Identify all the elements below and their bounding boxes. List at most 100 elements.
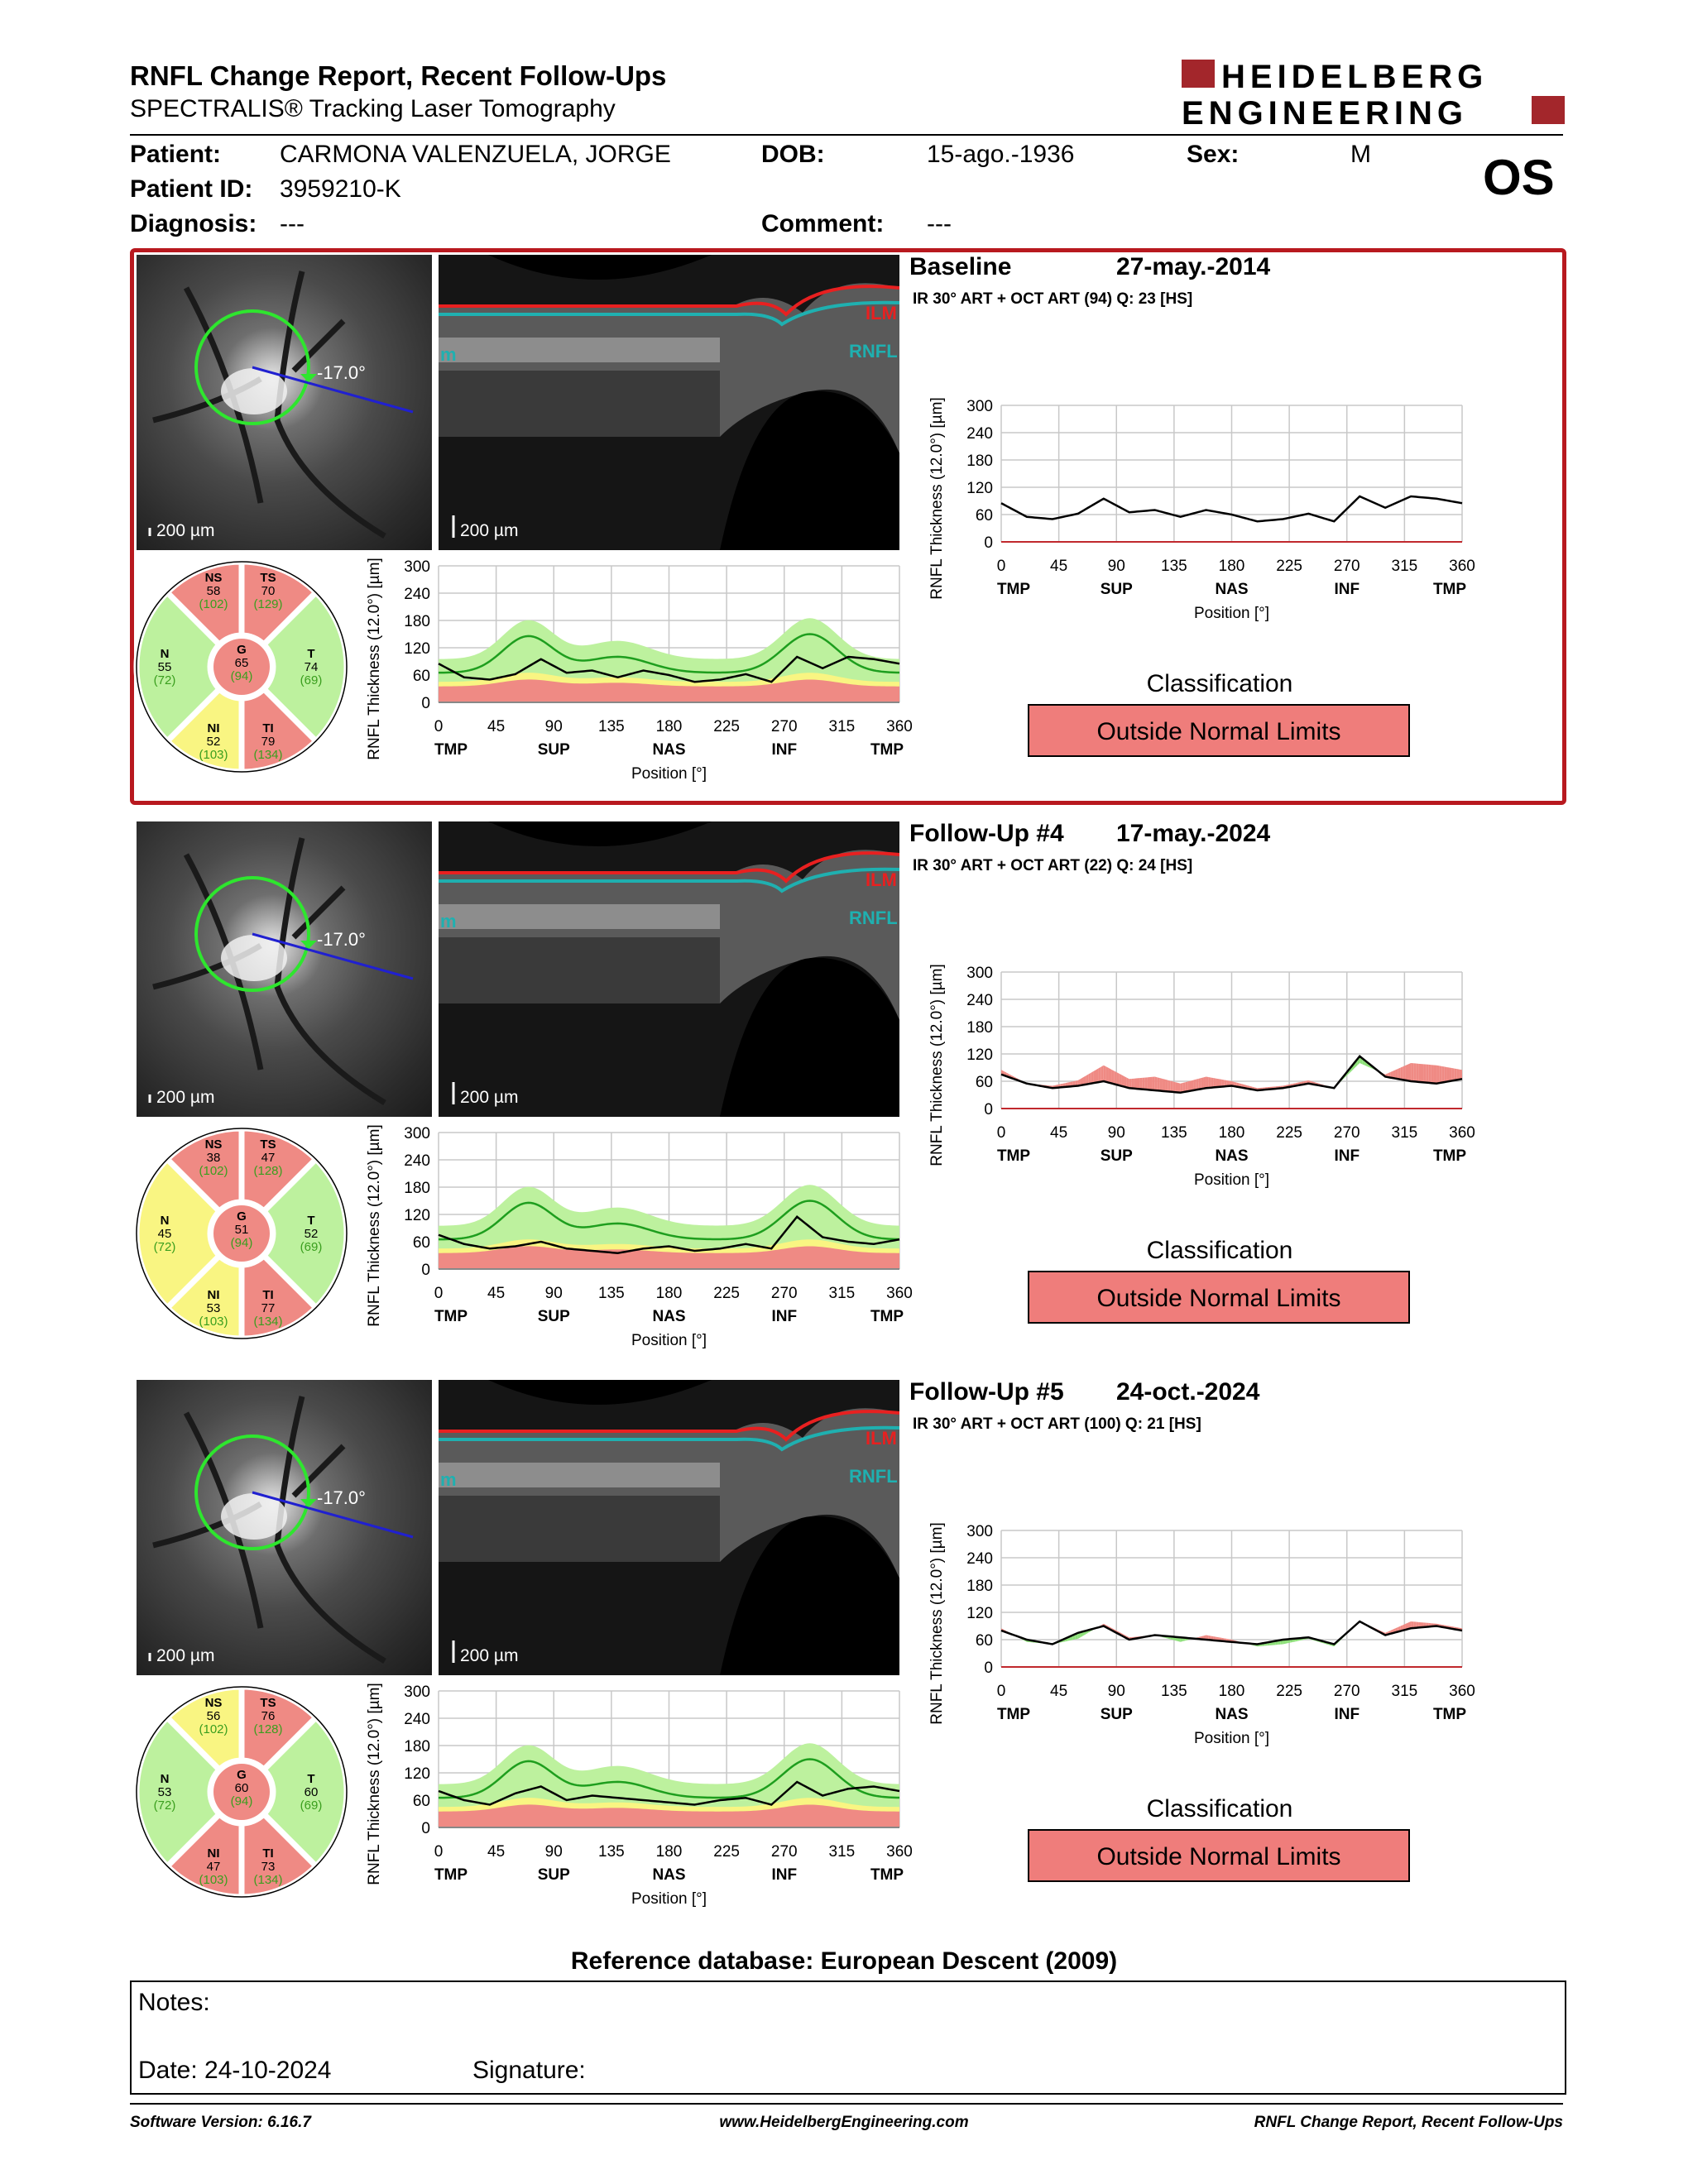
sector-label: NS: [205, 1138, 223, 1152]
x-tick-label: 0: [997, 1683, 1006, 1700]
scan-angle: -17.0°: [317, 929, 366, 950]
x-category-label: INF: [771, 741, 797, 759]
y-tick-label: 60: [413, 668, 430, 685]
x-tick-label: 180: [656, 1285, 683, 1302]
x-tick-label: 45: [487, 1285, 505, 1302]
y-tick-label: 300: [966, 398, 993, 415]
scale-bar-label: 200 µm: [156, 521, 214, 540]
sector-g: [213, 1764, 270, 1820]
x-tick-label: 45: [1050, 558, 1067, 575]
sector-label: T: [307, 1772, 314, 1786]
x-category-label: SUP: [538, 741, 570, 759]
patient-id: 3959210-K: [280, 175, 401, 203]
scan-date: 24-oct.-2024: [1116, 1378, 1260, 1406]
x-category-label: NAS: [1215, 1147, 1248, 1165]
y-tick-label: 180: [404, 613, 430, 630]
x-tick-label: 135: [598, 1285, 625, 1302]
patient-id-label: Patient ID:: [130, 175, 253, 203]
x-tick-label: 90: [1108, 558, 1125, 575]
sector-label: TI: [262, 1846, 273, 1861]
y-tick-label: 300: [404, 1684, 430, 1701]
x-category-label: SUP: [538, 1308, 570, 1325]
notes-label: Notes:: [138, 1989, 210, 2016]
y-tick-label: 240: [966, 992, 993, 1009]
x-tick-label: 315: [1392, 1124, 1418, 1142]
scan-title: Follow-Up #5: [909, 1378, 1064, 1406]
ilm-label: ILM: [866, 869, 897, 890]
website-link[interactable]: www.HeidelbergEngineering.com: [719, 2114, 969, 2131]
x-tick-label: 90: [1108, 1124, 1125, 1142]
x-tick-label: 180: [1219, 1124, 1245, 1142]
x-tick-label: 225: [1276, 1124, 1302, 1142]
x-category-label: TMP: [870, 741, 904, 759]
sector-normal-value: (129): [253, 597, 282, 611]
y-tick-label: 180: [966, 1578, 993, 1595]
x-tick-label: 135: [598, 718, 625, 735]
sector-normal-value: (94): [231, 1236, 253, 1250]
x-tick-label: 0: [997, 558, 1006, 575]
sector-label: NI: [208, 1846, 220, 1861]
rnfl-change-chart: 300 240 180 120 60 00 45 90 135 180 225 270 315 360 TM…: [928, 397, 1475, 622]
ilm-boundary: [439, 1410, 899, 1442]
sector-value: 76: [261, 1709, 276, 1723]
sector-normal-value: (72): [154, 673, 176, 687]
x-category-label: TMP: [870, 1308, 904, 1325]
scan-panel-baseline[interactable]: -17.0° 200 µm ILM RNFL m 200 µm TS 70 (129) T 74 (6…: [130, 248, 1566, 805]
scan-panel-followup-4[interactable]: -17.0° 200 µm ILM RNFL m 200 µm TS 47 (128) T 52 (6…: [130, 815, 1566, 1372]
sex-value: M: [1350, 141, 1371, 168]
rnfl-thickness-line: [438, 1780, 900, 1806]
sector-label: NI: [208, 721, 220, 735]
x-category-label: TMP: [997, 1147, 1030, 1165]
sector-normal-value: (94): [231, 669, 253, 683]
x-tick-label: 135: [1161, 558, 1187, 575]
rnfl-boundary: [439, 300, 899, 327]
y-tick-label: 180: [966, 1019, 993, 1037]
scan-title: Baseline: [909, 253, 1012, 280]
x-category-label: INF: [771, 1866, 797, 1884]
x-category-label: TMP: [997, 581, 1030, 598]
comment-label: Comment:: [761, 210, 885, 237]
y-tick-label: 0: [421, 695, 430, 712]
sector-value: 79: [261, 735, 276, 749]
report-title: RNFL Change Report, Recent Follow-Ups: [130, 60, 667, 91]
x-category-label: SUP: [538, 1866, 570, 1884]
x-tick-label: 225: [713, 718, 740, 735]
x-axis-label: Position [°]: [1194, 1171, 1269, 1189]
x-tick-label: 315: [1392, 558, 1418, 575]
scan-info: IR 30° ART + OCT ART (94) Q: 23 [HS]: [913, 290, 1193, 308]
x-tick-label: 270: [1334, 1683, 1360, 1700]
scan-date: 27-may.-2014: [1116, 253, 1271, 280]
x-category-label: NAS: [652, 741, 685, 759]
x-tick-label: 270: [771, 718, 798, 735]
sector-map: TS76(128)T60(69)TI73(134)NI47(103)N53(72…: [133, 1684, 350, 1900]
y-tick-label: 0: [984, 534, 993, 552]
rnfl-normative-chart: 300 240 180 120 60 00 45 90 135 180 225 270 315 360 TM…: [366, 1124, 913, 1349]
y-axis-label: RNFL Thickness (12.0°) [µm]: [928, 1522, 946, 1725]
notes-box[interactable]: Notes: Date: 24-10-2024 Signature:: [130, 1980, 1566, 2095]
sector-value: 74: [305, 660, 319, 674]
scan-date: 17-may.-2024: [1116, 820, 1271, 847]
sector-normal-value: (103): [199, 1315, 228, 1329]
dob-label: DOB:: [761, 141, 825, 168]
y-tick-label: 60: [976, 1074, 993, 1091]
scale-bar-label: 200 µm: [156, 1088, 214, 1107]
x-tick-label: 180: [656, 718, 683, 735]
y-axis-label: RNFL Thickness (12.0°) [µm]: [366, 558, 383, 760]
x-tick-label: 90: [545, 1843, 563, 1861]
x-category-label: NAS: [652, 1308, 685, 1325]
x-tick-label: 225: [1276, 1683, 1302, 1700]
scan-panel-followup-5[interactable]: -17.0° 200 µm ILM RNFL m 200 µm TS 76 (128) T 60 (6…: [130, 1373, 1566, 1930]
classification-label: Classification: [1146, 670, 1293, 697]
rnfl-change-chart: 300 240 180 120 60 00 45 90 135 180 225 270 315 360 TM…: [928, 964, 1475, 1189]
x-axis-label: Position [°]: [631, 765, 707, 783]
svg-text:HEIDELBERG: HEIDELBERG: [1221, 59, 1488, 95]
sector-label: N: [161, 1214, 170, 1228]
y-tick-label: 180: [404, 1738, 430, 1755]
y-tick-label: 120: [404, 640, 430, 658]
rnfl-thickness-line: [1000, 495, 1463, 523]
x-axis-label: Position [°]: [631, 1332, 707, 1349]
scan-circle: [194, 876, 310, 992]
x-tick-label: 45: [487, 1843, 505, 1861]
x-tick-label: 315: [1392, 1683, 1418, 1700]
x-tick-label: 45: [1050, 1683, 1067, 1700]
